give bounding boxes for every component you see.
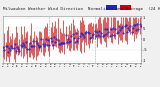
Text: Milwaukee Weather Wind Direction  Normalized and Average  (24 Hours) (New): Milwaukee Weather Wind Direction Normali… [3,7,160,11]
Bar [106,5,117,10]
Bar [120,5,131,10]
